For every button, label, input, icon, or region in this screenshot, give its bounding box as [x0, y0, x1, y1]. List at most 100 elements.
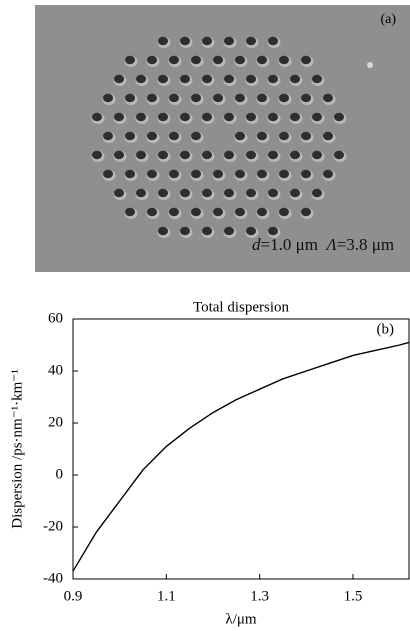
hole: [180, 226, 190, 236]
hole: [180, 188, 190, 198]
x-axis-label: λ/μm: [225, 611, 256, 627]
hole: [191, 207, 201, 217]
hole: [191, 55, 201, 65]
hole: [279, 93, 289, 103]
hole: [103, 93, 113, 103]
sem-image: [35, 5, 410, 272]
y-tick-label: 40: [48, 362, 63, 378]
caption-mid: =1.0 μm: [261, 235, 327, 254]
hole: [158, 36, 168, 46]
hole: [279, 55, 289, 65]
y-tick-label: 60: [48, 310, 63, 326]
hole: [268, 36, 278, 46]
speck: [367, 62, 373, 68]
hole: [202, 36, 212, 46]
hole: [136, 74, 146, 84]
hole: [147, 93, 157, 103]
chart-title: Total dispersion: [193, 299, 290, 315]
hole: [290, 188, 300, 198]
hole: [202, 112, 212, 122]
hole: [191, 131, 201, 141]
hole: [257, 169, 267, 179]
hole: [268, 112, 278, 122]
hole: [191, 169, 201, 179]
hole: [103, 131, 113, 141]
hole: [158, 150, 168, 160]
hole: [136, 150, 146, 160]
hole: [213, 55, 223, 65]
hole: [136, 112, 146, 122]
hole: [125, 169, 135, 179]
caption-d: d: [252, 235, 261, 254]
hole: [235, 207, 245, 217]
hole: [246, 150, 256, 160]
hole: [180, 74, 190, 84]
hole: [180, 150, 190, 160]
hole: [125, 131, 135, 141]
hole: [301, 93, 311, 103]
hole: [169, 169, 179, 179]
hole: [312, 112, 322, 122]
y-tick-label: 20: [48, 414, 63, 430]
y-tick-label: -40: [43, 570, 63, 586]
hole: [125, 93, 135, 103]
hole: [147, 55, 157, 65]
hole: [268, 150, 278, 160]
hole: [202, 74, 212, 84]
caption-lambda: Λ: [324, 235, 337, 254]
hole: [290, 112, 300, 122]
hole: [235, 131, 245, 141]
hole: [114, 74, 124, 84]
hole: [213, 169, 223, 179]
hole: [246, 188, 256, 198]
hole: [213, 207, 223, 217]
hole: [136, 188, 146, 198]
hole: [268, 74, 278, 84]
hole: [246, 112, 256, 122]
hole-pattern: [91, 36, 347, 238]
hole: [180, 112, 190, 122]
hole: [213, 93, 223, 103]
caption-end: =3.8 μm: [337, 235, 394, 254]
hole: [224, 150, 234, 160]
hole: [279, 169, 289, 179]
hole: [246, 74, 256, 84]
hole: [257, 207, 267, 217]
hole: [334, 112, 344, 122]
hole: [257, 55, 267, 65]
hole: [202, 150, 212, 160]
hole: [147, 207, 157, 217]
hole: [312, 188, 322, 198]
hole: [125, 207, 135, 217]
hole: [224, 188, 234, 198]
hole: [279, 207, 289, 217]
hole: [257, 93, 267, 103]
hole: [169, 207, 179, 217]
hole: [224, 112, 234, 122]
y-tick-label: 0: [56, 466, 64, 482]
hole: [290, 150, 300, 160]
hole: [235, 93, 245, 103]
hole: [191, 93, 201, 103]
hole: [92, 150, 102, 160]
hole: [158, 188, 168, 198]
hole: [301, 207, 311, 217]
hole: [158, 226, 168, 236]
caption: d=1.0 μm Λ=3.8 μm: [252, 235, 394, 254]
dispersion-curve: [72, 341, 410, 572]
hole: [224, 36, 234, 46]
panel-label: (b): [377, 321, 395, 337]
hole: [169, 55, 179, 65]
y-tick-label: -20: [43, 518, 63, 534]
hole: [180, 36, 190, 46]
hole: [279, 131, 289, 141]
hole: [202, 226, 212, 236]
hole: [268, 188, 278, 198]
hole: [147, 169, 157, 179]
hole: [147, 131, 157, 141]
hole: [246, 226, 256, 236]
x-tick-label: 1.1: [157, 588, 176, 604]
hole: [103, 169, 113, 179]
hole: [301, 55, 311, 65]
